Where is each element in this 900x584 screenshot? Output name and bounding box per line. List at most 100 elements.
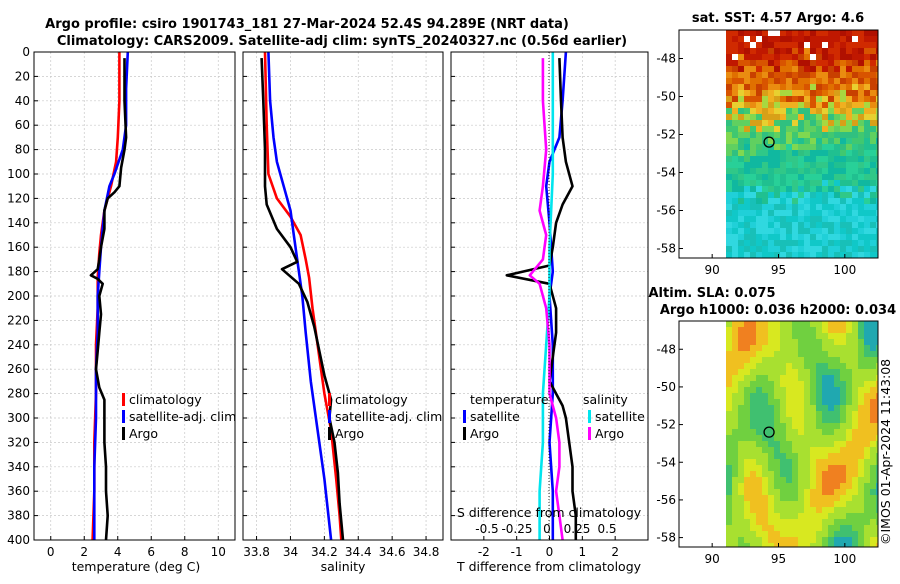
sst-cell — [816, 234, 822, 240]
sst-cell — [834, 114, 840, 120]
sla-cell — [780, 453, 786, 459]
sst-cell — [762, 60, 768, 66]
sst-cell — [804, 216, 810, 222]
sst-cell — [876, 234, 878, 240]
sst-cell — [768, 36, 774, 42]
sst-cell — [762, 156, 768, 162]
sla-cell — [738, 405, 744, 411]
sst-cell — [744, 96, 750, 102]
sla-cell — [870, 339, 876, 345]
sla-cell — [804, 345, 810, 351]
sst-cell — [858, 186, 864, 192]
sst-cell — [792, 96, 798, 102]
sst-cell — [768, 216, 774, 222]
sst-cell — [840, 192, 846, 198]
y-tick-label: 100 — [7, 167, 30, 181]
sst-cell — [804, 222, 810, 228]
sla-cell — [786, 393, 792, 399]
sst-cell — [822, 102, 828, 108]
sla-cell — [792, 501, 798, 507]
map-y-tick-label: -56 — [656, 204, 676, 218]
sst-cell — [774, 252, 780, 258]
sst-cell — [750, 252, 756, 258]
sst-cell — [756, 198, 762, 204]
sst-cell — [840, 180, 846, 186]
sst-cell — [792, 90, 798, 96]
sla-cell — [840, 375, 846, 381]
sla-cell — [762, 507, 768, 513]
sla-cell — [744, 327, 750, 333]
sst-cell — [810, 222, 816, 228]
sst-cell — [852, 162, 858, 168]
sla-cell — [774, 417, 780, 423]
sla-cell — [846, 363, 852, 369]
sst-cell — [834, 42, 840, 48]
sst-cell — [768, 252, 774, 258]
sst-cell — [786, 240, 792, 246]
y-tick-label: 40 — [15, 94, 30, 108]
sst-cell — [786, 54, 792, 60]
sla-cell — [780, 435, 786, 441]
sst-cell — [798, 252, 804, 258]
sst-cell — [780, 54, 786, 60]
sst-cell — [744, 78, 750, 84]
legend-swatch-satellite-adj-clim — [328, 410, 331, 423]
sla-cell — [786, 471, 792, 477]
sla-cell — [732, 507, 738, 513]
sst-cell — [876, 192, 878, 198]
sla-cell — [852, 495, 858, 501]
sst-cell — [798, 204, 804, 210]
sst-cell — [774, 42, 780, 48]
sst-cell — [846, 96, 852, 102]
sst-cell — [762, 114, 768, 120]
sla-cell — [804, 483, 810, 489]
sla-cell — [798, 423, 804, 429]
sst-cell — [738, 84, 744, 90]
sla-cell — [786, 369, 792, 375]
sst-cell — [816, 96, 822, 102]
sst-cell — [828, 78, 834, 84]
sst-cell — [846, 54, 852, 60]
sst-cell — [726, 168, 732, 174]
sla-cell — [846, 519, 852, 525]
sla-cell — [750, 543, 756, 547]
sst-cell — [840, 150, 846, 156]
sst-cell — [732, 156, 738, 162]
sst-cell — [840, 30, 846, 36]
sst-cell — [810, 36, 816, 42]
sla-cell — [858, 417, 864, 423]
sst-cell — [738, 162, 744, 168]
sla-cell — [726, 417, 732, 423]
sla-cell — [822, 471, 828, 477]
series-line-salinity-argo — [528, 58, 564, 541]
sla-cell — [750, 351, 756, 357]
sla-cell — [726, 507, 732, 513]
sla-cell — [822, 519, 828, 525]
sst-cell — [810, 240, 816, 246]
sst-cell — [762, 96, 768, 102]
sla-cell — [732, 447, 738, 453]
sst-cell — [774, 132, 780, 138]
sla-cell — [732, 513, 738, 519]
sla-cell — [810, 489, 816, 495]
sla-cell — [798, 483, 804, 489]
sst-cell — [852, 108, 858, 114]
sst-cell — [732, 96, 738, 102]
sst-cell — [810, 108, 816, 114]
sla-cell — [732, 339, 738, 345]
sst-cell — [756, 132, 762, 138]
sla-cell — [726, 375, 732, 381]
sst-cell — [810, 90, 816, 96]
sst-cell — [774, 138, 780, 144]
sst-cell — [762, 90, 768, 96]
sla-cell — [876, 441, 878, 447]
sst-cell — [756, 210, 762, 216]
sla-cell — [852, 369, 858, 375]
sla-cell — [786, 459, 792, 465]
sla-cell — [846, 369, 852, 375]
sst-cell — [822, 186, 828, 192]
sst-cell — [828, 246, 834, 252]
sla-cell — [816, 339, 822, 345]
sla-cell — [768, 417, 774, 423]
sst-cell — [846, 102, 852, 108]
